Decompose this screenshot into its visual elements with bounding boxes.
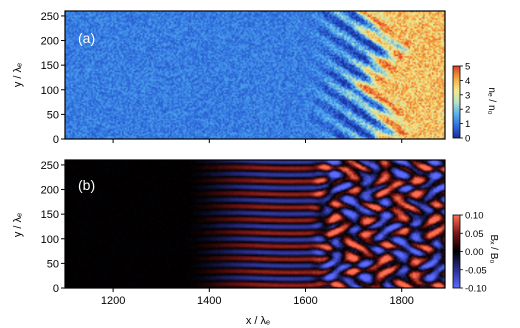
colorbar-tick-label: 1: [465, 119, 470, 130]
panel-b-label: (b): [78, 177, 95, 193]
panel-b-frame: [64, 159, 446, 289]
y-tick-label: 100: [41, 85, 59, 97]
y-tick-label: 200: [41, 185, 59, 197]
panel-a-label: (a): [78, 30, 95, 46]
density-colorbar-label: nₑ / n₀: [486, 87, 497, 114]
colorbar-tick-label: -0.10: [465, 284, 487, 295]
colorbar-tick-label: 3: [465, 90, 470, 101]
magnetic-field-colorbar-label: Bₓ / B₀: [488, 234, 499, 263]
colorbar-tick-label: 0.00: [465, 247, 484, 258]
colorbar-tick-label: 4: [465, 76, 470, 87]
density-heatmap: [65, 11, 445, 139]
density-colorbar: [453, 66, 460, 138]
colorbar-tick-label: 0.10: [465, 211, 484, 222]
x-tick-label: 1600: [293, 295, 317, 307]
panel-b-y-axis-label: y / λₑ: [12, 213, 24, 237]
y-tick-label: 0: [53, 283, 59, 295]
y-tick-label: 50: [47, 258, 59, 270]
density-colorbar-frame: [452, 65, 461, 139]
x-tick-label: 1400: [197, 295, 221, 307]
y-tick-label: 200: [41, 36, 59, 48]
x-tick-label: 1800: [389, 295, 413, 307]
density-colorbar-ticks: 0 1 2 3 4 5: [460, 62, 470, 145]
colorbar-tick-label: -0.05: [465, 265, 487, 276]
colorbar-tick-label: 5: [465, 62, 470, 73]
colorbar-tick-label: 2: [465, 105, 470, 116]
panel-a-x-ticks: [112, 139, 403, 143]
panel-a-y-axis: 0 50 100 150 200 250: [41, 11, 65, 146]
x-tick-label: 1200: [101, 295, 125, 307]
y-tick-label: 50: [47, 109, 59, 121]
colorbar-tick-label: 0: [465, 134, 470, 145]
y-tick-label: 250: [41, 160, 59, 172]
panel-b-y-axis: 0 50 100 150 200 250: [41, 160, 65, 295]
panel-a-frame: [64, 10, 446, 140]
y-tick-label: 150: [41, 60, 59, 72]
x-axis-label: x / λₑ: [246, 315, 270, 327]
y-tick-label: 250: [41, 11, 59, 23]
y-tick-label: 0: [53, 134, 59, 146]
colorbar-tick-label: 0.05: [465, 229, 484, 240]
panel-a-y-axis-label: y / λₑ: [12, 63, 24, 87]
magnetic-field-colorbar: [453, 215, 460, 288]
magnetic-field-heatmap: [65, 160, 445, 288]
panel-b-x-axis: 1200 1400 1600 1800: [101, 288, 414, 307]
y-tick-label: 100: [41, 234, 59, 246]
magnetic-field-colorbar-ticks: 0.10 0.05 0.00 -0.05 -0.10: [460, 211, 487, 295]
y-tick-label: 150: [41, 209, 59, 221]
panel-a: (a) 0 50 100 150 200 250 y / λₑ 0 1 2 3 4 5 nₑ / n…: [12, 10, 497, 146]
